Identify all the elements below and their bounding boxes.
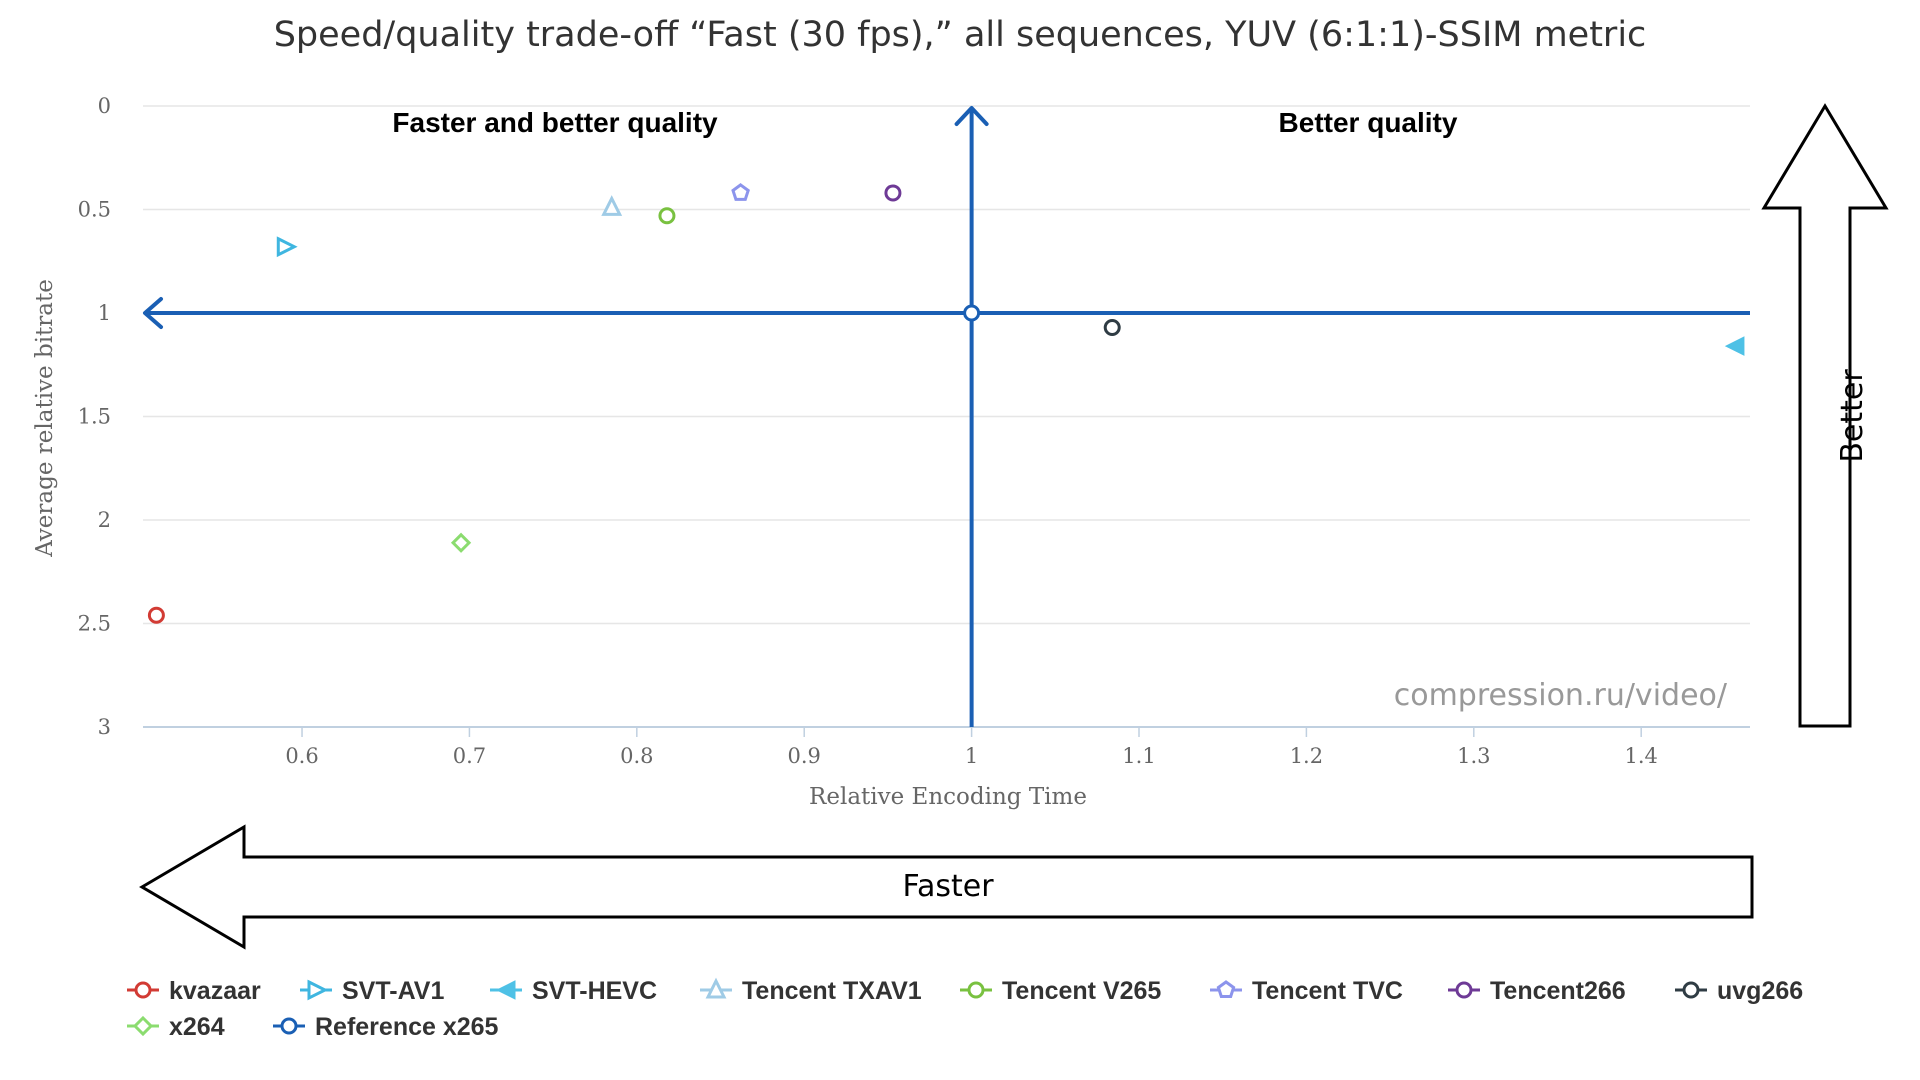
legend-label: SVT-AV1: [342, 977, 444, 1005]
x-tick-label: 1.4: [1624, 744, 1657, 768]
legend-item-tencent266[interactable]: Tencent266: [1448, 977, 1626, 1005]
quadrant-label-top-left: Faster and better quality: [392, 107, 718, 138]
legend-symbol-icon: [967, 981, 985, 999]
legend-label: Tencent266: [1490, 977, 1626, 1005]
y-tick-label: 2.5: [78, 612, 111, 636]
legend-item-svt-hevc[interactable]: SVT-HEVC: [490, 977, 657, 1005]
grid-layer: [143, 105, 1750, 728]
x-tick-label: 0.7: [453, 744, 486, 768]
chart-title: Speed/quality trade-off “Fast (30 fps),”…: [274, 15, 1647, 55]
legend-symbol-icon: [280, 1017, 298, 1035]
faster-arrow: Faster: [139, 824, 1754, 950]
point-tencent-tvc: [731, 183, 750, 201]
y-tick-label: 1: [98, 301, 111, 325]
better-arrow-label: Better: [1835, 369, 1870, 463]
axis-layer: 0 0.5 1 1.5 2 2.5 3 0.6 0.7 0.8 0.9 1 1.1 1.2 1.3 1.4: [78, 94, 1750, 768]
up-arrowhead-icon: [954, 106, 989, 126]
legend-label: x264: [169, 1013, 225, 1041]
point-tencent266: [884, 184, 902, 202]
better-arrow: Better: [1761, 103, 1889, 728]
legend-item-svt-av1[interactable]: SVT-AV1: [300, 977, 444, 1005]
legend-item-tencent-tvc[interactable]: Tencent TVC: [1210, 977, 1403, 1005]
x-tick-label: 0.9: [788, 744, 821, 768]
x-tick-label: 1.3: [1457, 744, 1490, 768]
point-svt-hevc: [1724, 336, 1745, 356]
point-reference-x265: [963, 304, 981, 322]
y-tick-label: 2: [98, 508, 111, 532]
legend-symbol-icon: [495, 980, 516, 1000]
data-points: [147, 183, 1745, 624]
watermark: compression.ru/video/: [1394, 678, 1728, 713]
legend-item-tencent-txav1[interactable]: Tencent TXAV1: [700, 977, 922, 1005]
legend-item-x264[interactable]: x264: [127, 1013, 225, 1041]
x-tick-label: 0.6: [285, 744, 318, 768]
y-axis-label: Average relative bitrate: [32, 279, 58, 558]
legend-symbol-icon: [705, 977, 727, 999]
y-tick-label: 0.5: [78, 198, 111, 222]
legend-label: Tencent TVC: [1252, 977, 1403, 1005]
legend-item-kvazaar[interactable]: kvazaar: [127, 977, 261, 1005]
legend-label: Tencent TXAV1: [742, 977, 922, 1005]
legend-symbol-icon: [132, 1015, 154, 1037]
legend: kvazaar SVT-AV1 SVT-HEVC Tencent TXAV1 Tence…: [127, 977, 1803, 1041]
x-tick-label: 1: [965, 744, 978, 768]
point-uvg266: [1103, 318, 1121, 336]
legend-symbol-icon: [1682, 981, 1700, 999]
quadrant-label-top-right: Better quality: [1279, 107, 1458, 138]
faster-arrow-label: Faster: [902, 869, 994, 904]
y-tick-label: 1.5: [78, 405, 111, 429]
x-tick-label: 0.8: [620, 744, 653, 768]
point-kvazaar: [147, 606, 165, 624]
reference-crosshair: [143, 106, 1750, 727]
point-svt-av1: [276, 236, 298, 258]
legend-symbol-icon: [1216, 980, 1236, 998]
x-tick-label: 1.2: [1290, 744, 1323, 768]
legend-item-reference-x265[interactable]: Reference x265: [273, 1013, 499, 1041]
legend-item-uvg266[interactable]: uvg266: [1675, 977, 1803, 1005]
x-tick-label: 1.1: [1122, 744, 1155, 768]
legend-symbol-icon: [307, 979, 329, 1001]
point-tencent-txav1: [601, 195, 623, 216]
point-tencent-v265: [658, 207, 676, 225]
x-axis-label: Relative Encoding Time: [809, 784, 1087, 810]
legend-item-tencent-v265[interactable]: Tencent V265: [960, 977, 1161, 1005]
legend-symbol-icon: [134, 981, 152, 999]
legend-label: Tencent V265: [1002, 977, 1161, 1005]
legend-label: kvazaar: [169, 977, 261, 1005]
y-tick-label: 3: [98, 715, 111, 739]
left-arrowhead-icon: [143, 297, 163, 329]
legend-label: SVT-HEVC: [532, 977, 657, 1005]
point-x264: [450, 532, 472, 553]
legend-label: uvg266: [1717, 977, 1803, 1005]
up-arrow-icon: [1761, 103, 1889, 728]
legend-label: Reference x265: [315, 1013, 499, 1041]
left-arrow-icon: [139, 824, 1754, 950]
y-tick-label: 0: [98, 94, 111, 118]
legend-symbol-icon: [1455, 981, 1473, 999]
